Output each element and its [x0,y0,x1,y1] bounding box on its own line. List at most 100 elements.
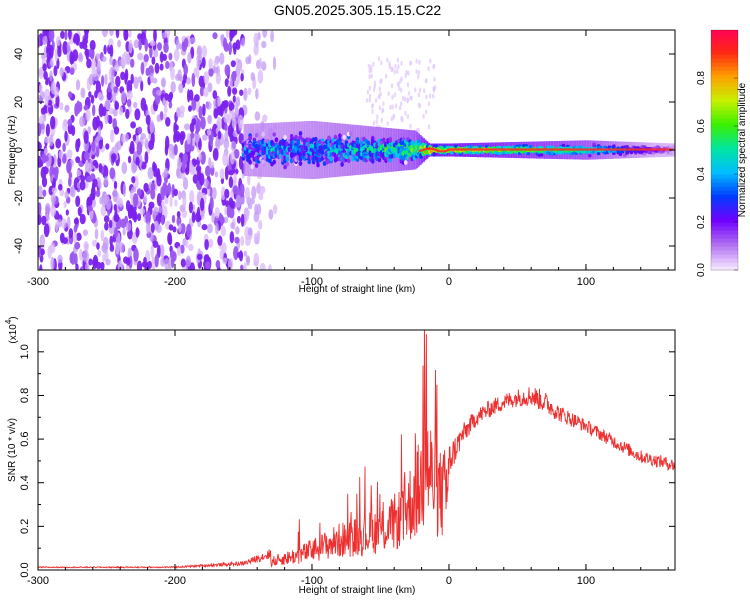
noise-speckle [109,167,116,180]
noise-speckle [41,215,47,226]
noise-speckle [110,129,115,143]
noise-speckle [125,222,132,232]
noise-speckle [98,180,102,190]
noise-speckle [80,87,86,99]
noise-speckle [230,60,236,68]
noise-speckle [152,240,159,248]
noise-speckle [97,91,102,99]
noise-speckle [424,78,428,84]
noise-speckle [194,94,200,102]
noise-speckle [91,141,96,152]
noise-speckle [261,40,267,49]
noise-speckle [158,205,163,214]
band-cell [298,131,303,136]
noise-speckle [161,215,165,226]
noise-speckle [365,97,369,103]
band-cell [285,161,290,167]
noise-speckle [55,94,60,108]
noise-speckle [97,125,102,138]
noise-speckle [104,222,109,231]
noise-speckle [109,30,114,37]
noise-speckle [155,89,162,96]
noise-speckle [213,59,219,66]
noise-speckle [50,193,57,204]
noise-speckle [127,90,133,101]
noise-speckle [46,43,52,54]
noise-speckle [400,87,403,93]
noise-speckle [89,40,96,51]
noise-speckle [175,133,182,140]
colorbar-cell [711,34,738,39]
noise-speckle [43,155,49,162]
noise-speckle [409,60,412,66]
band-cell [331,137,336,143]
noise-speckle [371,103,374,109]
noise-speckle [236,73,240,85]
noise-speckle [101,30,108,38]
noise-speckle [230,151,235,165]
colorbar-cell [711,238,738,243]
noise-speckle [373,80,377,86]
noise-speckle [428,93,432,99]
noise-speckle [256,203,262,216]
noise-speckle [94,228,99,240]
noise-speckle [103,44,107,55]
colorbar-cell [711,50,738,55]
noise-speckle [66,216,71,229]
noise-speckle [124,72,128,85]
noise-speckle [113,64,120,72]
noise-speckle [137,76,142,83]
noise-speckle [229,231,235,244]
noise-speckle [224,131,229,142]
noise-speckle [117,39,122,48]
noise-speckle [160,257,166,267]
noise-speckle [235,226,240,235]
noise-speckle [156,168,161,181]
noise-speckle [394,64,397,70]
noise-speckle [240,197,245,205]
noise-speckle [112,92,116,104]
noise-speckle [98,139,103,150]
noise-speckle [149,40,156,47]
top-x-tick-label: -300 [27,276,49,288]
colorbar-cell [711,246,738,251]
noise-speckle [73,62,77,71]
noise-speckle [66,41,71,54]
noise-speckle [163,113,167,120]
noise-speckle [253,260,259,267]
noise-speckle [59,232,65,244]
noise-speckle [221,242,227,254]
noise-speckle [50,80,57,95]
noise-speckle [118,197,124,208]
noise-speckle [191,118,197,126]
noise-speckle [49,134,54,147]
noise-speckle [85,48,90,61]
noise-speckle [396,68,399,74]
spectral-ridge [418,147,674,153]
bottom-y-tick-label: 0.8 [19,388,31,403]
noise-speckle [222,100,229,108]
noise-speckle [192,174,198,184]
noise-speckle [149,72,154,84]
noise-speckle [70,53,75,64]
noise-speckle [88,91,92,98]
noise-speckle [423,88,426,94]
noise-speckle [182,177,189,190]
band-cell [254,163,259,168]
noise-speckle [43,223,50,238]
noise-speckle [220,225,226,237]
noise-speckle [400,115,403,121]
noise-speckle [104,97,111,111]
noise-speckle [390,83,394,89]
band-cell [272,159,277,165]
noise-speckle [86,58,92,69]
noise-speckle [432,63,436,69]
noise-speckle [201,224,208,231]
colorbar-cell [711,202,738,207]
noise-speckle [62,142,66,152]
bottom-y-tick-label: 0.2 [19,519,31,534]
noise-speckle [209,133,214,147]
noise-speckle [397,64,400,70]
noise-speckle [109,235,113,247]
noise-speckle [135,156,140,166]
